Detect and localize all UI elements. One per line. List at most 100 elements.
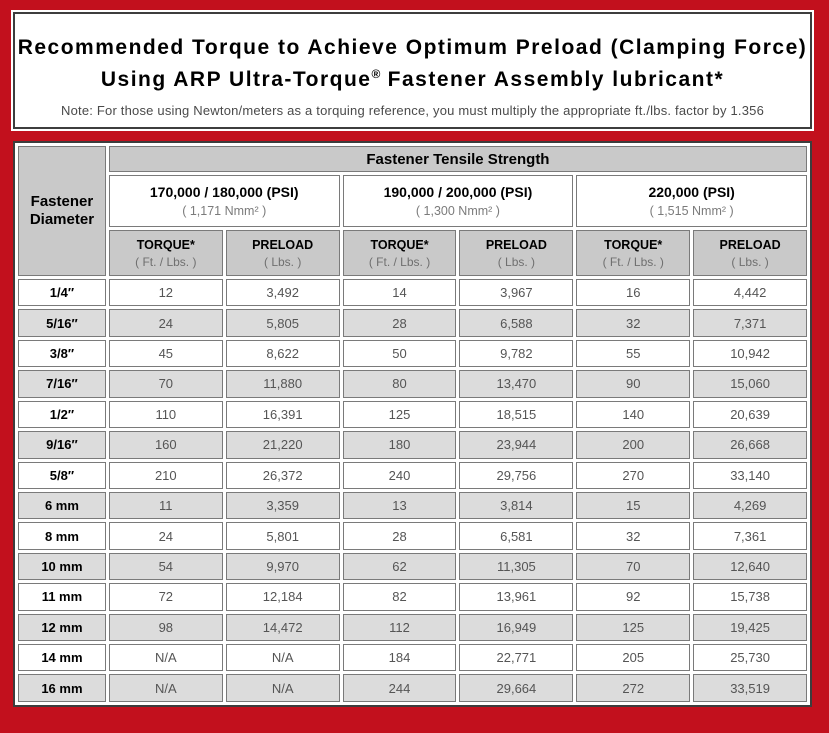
column-header-row: TORQUE* ( Ft. / Lbs. ) PRELOAD ( Lbs. ) … bbox=[18, 230, 807, 276]
torque-value-cell: 90 bbox=[576, 370, 691, 398]
preload-value-cell: 5,801 bbox=[225, 522, 340, 550]
page-title-line-2: Using ARP Ultra-Torque® Fastener Assembl… bbox=[15, 61, 810, 93]
table-row: 11 mm 72 12,184 82 13,961 92 15,738 bbox=[18, 583, 807, 611]
registered-trademark-symbol: ® bbox=[371, 67, 381, 81]
torque-value-cell: 200 bbox=[576, 431, 691, 459]
diameter-cell: 5/16″ bbox=[18, 309, 106, 337]
preload-value-cell: 9,782 bbox=[459, 339, 574, 368]
psi-group-3-value: 220,000 (PSI) bbox=[648, 184, 735, 200]
preload-value-cell: 23,944 bbox=[459, 431, 574, 459]
title-line-2-suffix: Fastener Assembly lubricant* bbox=[380, 68, 725, 91]
preload-value-cell: 33,519 bbox=[693, 674, 807, 702]
preload-value-cell: 22,771 bbox=[459, 644, 574, 672]
torque-label: TORQUE* bbox=[604, 237, 663, 252]
title-line-2-prefix: Using ARP Ultra-Torque bbox=[100, 68, 372, 91]
torque-value-cell: 80 bbox=[342, 370, 457, 398]
preload-value-cell: 18,515 bbox=[459, 400, 574, 429]
torque-value-cell: 98 bbox=[108, 613, 223, 642]
group-header-row: Fastener Diameter Fastener Tensile Stren… bbox=[18, 146, 807, 276]
table-row: 12 mm 98 14,472 112 16,949 125 19,425 bbox=[18, 613, 807, 642]
preload-value-cell: 11,880 bbox=[225, 370, 340, 398]
preload-value-cell: 12,640 bbox=[693, 552, 807, 581]
torque-value-cell: 184 bbox=[342, 644, 457, 672]
diameter-cell: 1/4″ bbox=[18, 279, 106, 307]
preload-value-cell: 15,060 bbox=[693, 370, 807, 398]
torque-value-cell: 32 bbox=[576, 309, 691, 337]
diameter-cell: 14 mm bbox=[18, 644, 106, 672]
psi-header-row: 170,000 / 180,000 (PSI) ( 1,171 Nmm² ) 1… bbox=[18, 175, 807, 227]
torque-value-cell: 12 bbox=[108, 279, 223, 307]
preload-value-cell: 13,961 bbox=[459, 583, 574, 611]
torque-value-cell: 125 bbox=[342, 400, 457, 429]
torque-value-cell: 45 bbox=[108, 339, 223, 368]
preload-value-cell: 20,639 bbox=[693, 400, 807, 429]
diameter-cell: 5/8″ bbox=[18, 461, 106, 489]
preload-column-header-1: PRELOAD ( Lbs. ) bbox=[225, 230, 340, 276]
torque-value-cell: 82 bbox=[342, 583, 457, 611]
torque-unit: ( Ft. / Lbs. ) bbox=[602, 254, 664, 269]
torque-value-cell: 62 bbox=[342, 552, 457, 581]
psi-group-2-header: 190,000 / 200,000 (PSI) ( 1,300 Nmm² ) bbox=[342, 175, 574, 227]
preload-value-cell: 7,371 bbox=[693, 309, 807, 337]
page-title-line-1: Recommended Torque to Achieve Optimum Pr… bbox=[17, 36, 808, 59]
table-row: 10 mm 54 9,970 62 11,305 70 12,640 bbox=[18, 552, 807, 581]
preload-value-cell: 11,305 bbox=[459, 552, 574, 581]
diameter-cell: 11 mm bbox=[18, 583, 106, 611]
table-row: 8 mm 24 5,801 28 6,581 32 7,361 bbox=[18, 522, 807, 550]
preload-value-cell: 21,220 bbox=[225, 431, 340, 459]
diameter-cell: 7/16″ bbox=[18, 370, 106, 398]
psi-group-1-value: 170,000 / 180,000 (PSI) bbox=[149, 184, 299, 200]
torque-value-cell: 240 bbox=[342, 461, 457, 489]
preload-value-cell: 19,425 bbox=[693, 613, 807, 642]
preload-value-cell: 4,442 bbox=[693, 279, 807, 307]
psi-group-1-header: 170,000 / 180,000 (PSI) ( 1,171 Nmm² ) bbox=[108, 175, 340, 227]
torque-label: TORQUE* bbox=[370, 237, 429, 252]
torque-preload-table: Fastener Diameter Fastener Tensile Stren… bbox=[13, 141, 812, 707]
torque-value-cell: 180 bbox=[342, 431, 457, 459]
preload-unit: ( Lbs. ) bbox=[731, 254, 769, 269]
preload-label: PRELOAD bbox=[719, 237, 781, 252]
torque-value-cell: 125 bbox=[576, 613, 691, 642]
torque-value-cell: 70 bbox=[576, 552, 691, 581]
table-row: 1/2″ 110 16,391 125 18,515 140 20,639 bbox=[18, 400, 807, 429]
torque-value-cell: 50 bbox=[342, 339, 457, 368]
preload-value-cell: 16,391 bbox=[225, 400, 340, 429]
torque-unit: ( Ft. / Lbs. ) bbox=[135, 254, 197, 269]
preload-value-cell: 13,470 bbox=[459, 370, 574, 398]
diameter-cell: 10 mm bbox=[18, 552, 106, 581]
psi-group-1-metric: ( 1,171 Nmm² ) bbox=[182, 204, 267, 218]
preload-column-header-3: PRELOAD ( Lbs. ) bbox=[693, 230, 807, 276]
torque-value-cell: 272 bbox=[576, 674, 691, 702]
torque-column-header-3: TORQUE* ( Ft. / Lbs. ) bbox=[576, 230, 691, 276]
fastener-diameter-header: Fastener Diameter bbox=[18, 146, 106, 276]
torque-unit: ( Ft. / Lbs. ) bbox=[368, 254, 431, 269]
preload-value-cell: 7,361 bbox=[693, 522, 807, 550]
preload-value-cell: 16,949 bbox=[459, 613, 574, 642]
diameter-cell: 9/16″ bbox=[18, 431, 106, 459]
torque-value-cell: 140 bbox=[576, 400, 691, 429]
torque-value-cell: 32 bbox=[576, 522, 691, 550]
table-row: 5/16″ 24 5,805 28 6,588 32 7,371 bbox=[18, 309, 807, 337]
preload-unit: ( Lbs. ) bbox=[263, 254, 302, 269]
preload-value-cell: 3,967 bbox=[459, 279, 574, 307]
preload-value-cell: 29,756 bbox=[459, 461, 574, 489]
table-row: 14 mm N/A N/A 184 22,771 205 25,730 bbox=[18, 644, 807, 672]
preload-unit: ( Lbs. ) bbox=[497, 254, 536, 269]
table-row: 9/16″ 160 21,220 180 23,944 200 26,668 bbox=[18, 431, 807, 459]
preload-value-cell: 9,970 bbox=[225, 552, 340, 581]
preload-value-cell: N/A bbox=[225, 644, 340, 672]
torque-value-cell: N/A bbox=[108, 644, 223, 672]
diameter-cell: 1/2″ bbox=[18, 400, 106, 429]
torque-value-cell: 14 bbox=[342, 279, 457, 307]
torque-value-cell: 205 bbox=[576, 644, 691, 672]
torque-value-cell: 11 bbox=[108, 491, 223, 520]
torque-label: TORQUE* bbox=[136, 237, 195, 252]
preload-label: PRELOAD bbox=[252, 237, 314, 252]
torque-value-cell: 28 bbox=[342, 309, 457, 337]
preload-value-cell: 3,359 bbox=[225, 491, 340, 520]
torque-value-cell: 70 bbox=[108, 370, 223, 398]
torque-value-cell: 55 bbox=[576, 339, 691, 368]
table-row: 3/8″ 45 8,622 50 9,782 55 10,942 bbox=[18, 339, 807, 368]
torque-column-header-2: TORQUE* ( Ft. / Lbs. ) bbox=[342, 230, 457, 276]
torque-value-cell: 110 bbox=[108, 400, 223, 429]
